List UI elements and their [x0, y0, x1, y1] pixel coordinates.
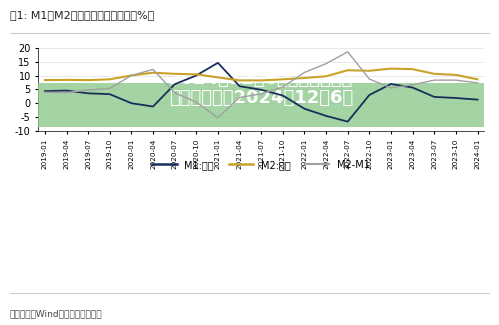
- M2-M1: [301, 71, 307, 74]
- M2-M1: [258, 92, 264, 96]
- M2-M1: [237, 96, 243, 99]
- M2:同比: [42, 78, 48, 82]
- Text: 实时涨跌表，2024年12月6日: 实时涨跌表，2024年12月6日: [169, 89, 353, 107]
- M2:同比: [323, 74, 329, 78]
- M2-M1: [63, 91, 69, 95]
- M2:同比: [128, 73, 134, 77]
- M2-M1: [366, 77, 372, 81]
- M1:同比: [42, 89, 48, 93]
- M2-M1: [453, 78, 459, 82]
- M2-M1: [410, 83, 416, 87]
- M1:同比: [193, 73, 199, 77]
- M2:同比: [475, 77, 481, 81]
- M1:同比: [258, 88, 264, 92]
- M2-M1: [42, 90, 48, 94]
- M2-M1: [107, 86, 113, 90]
- M1:同比: [107, 92, 113, 96]
- M1:同比: [345, 120, 351, 124]
- M1:同比: [410, 85, 416, 89]
- M1:同比: [63, 89, 69, 93]
- M2-M1: [431, 78, 437, 82]
- M2:同比: [258, 78, 264, 82]
- M1:同比: [85, 91, 91, 95]
- M2-M1: [150, 68, 156, 72]
- M2-M1: [128, 73, 134, 77]
- M1:同比: [280, 94, 286, 98]
- M2-M1: [172, 91, 178, 95]
- Text: 图1: M1和M2同比及剪刀差（单位：%）: 图1: M1和M2同比及剪刀差（单位：%）: [10, 10, 154, 20]
- M2:同比: [237, 78, 243, 82]
- Line: M2-M1: M2-M1: [45, 52, 478, 118]
- M1:同比: [431, 95, 437, 99]
- M2:同比: [410, 67, 416, 71]
- M2:同比: [63, 78, 69, 82]
- M2-M1: [475, 81, 481, 85]
- M1:同比: [215, 61, 221, 65]
- M1:同比: [128, 101, 134, 105]
- M2:同比: [345, 68, 351, 72]
- M2:同比: [301, 76, 307, 80]
- M2:同比: [193, 72, 199, 76]
- M1:同比: [453, 96, 459, 100]
- M1:同比: [366, 93, 372, 97]
- M2:同比: [150, 71, 156, 75]
- M1:同比: [388, 82, 394, 86]
- Text: 数据来源：Wind，东吴证券研究所: 数据来源：Wind，东吴证券研究所: [10, 309, 103, 318]
- M1:同比: [172, 82, 178, 86]
- M2:同比: [172, 72, 178, 76]
- M1:同比: [323, 114, 329, 118]
- Bar: [38, 84, 484, 127]
- M2:同比: [453, 73, 459, 77]
- M2-M1: [280, 85, 286, 89]
- Line: M2:同比: M2:同比: [45, 69, 478, 80]
- M2-M1: [85, 88, 91, 92]
- M2:同比: [280, 77, 286, 81]
- M2:同比: [431, 72, 437, 76]
- M2:同比: [366, 69, 372, 73]
- M1:同比: [301, 107, 307, 111]
- M2:同比: [107, 77, 113, 81]
- M1:同比: [475, 98, 481, 102]
- M2-M1: [323, 62, 329, 66]
- M2-M1: [193, 100, 199, 104]
- M2-M1: [215, 116, 221, 120]
- M2-M1: [388, 86, 394, 90]
- Legend: M1:同比, M2:同比, M2-M1: M1:同比, M2:同比, M2-M1: [149, 156, 374, 174]
- M1:同比: [237, 84, 243, 88]
- M2:同比: [215, 75, 221, 79]
- Text: 2024年12月6日原油在哪里看: 2024年12月6日原油在哪里看: [169, 70, 353, 88]
- M2:同比: [388, 67, 394, 71]
- M1:同比: [150, 105, 156, 109]
- M2:同比: [85, 78, 91, 82]
- M2-M1: [345, 50, 351, 54]
- Line: M1:同比: M1:同比: [45, 63, 478, 122]
